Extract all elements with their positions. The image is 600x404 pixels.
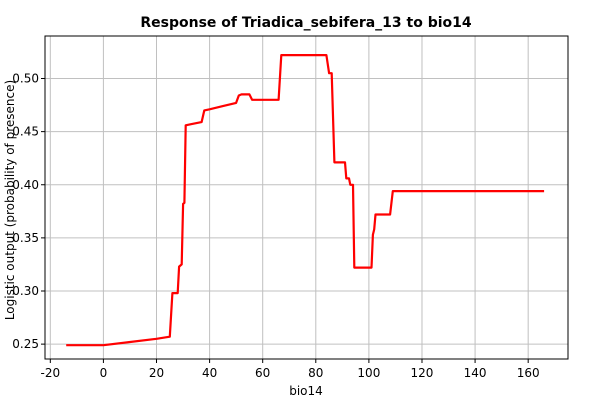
x-tick-label: 140: [464, 366, 487, 380]
y-tick-label: 0.25: [12, 337, 39, 351]
x-tick-label: 160: [517, 366, 540, 380]
y-tick-label: 0.30: [12, 284, 39, 298]
x-tick-label: 20: [149, 366, 164, 380]
x-tick-label: 40: [202, 366, 217, 380]
y-tick-label: 0.45: [12, 125, 39, 139]
series-layer: [66, 53, 545, 347]
plot-frame: [44, 35, 569, 360]
y-tick-label: 0.50: [12, 72, 39, 86]
x-tick-label: 80: [308, 366, 323, 380]
y-tick-label: 0.35: [12, 231, 39, 245]
x-tick-label: 120: [411, 366, 434, 380]
chart-title: Response of Triadica_sebifera_13 to bio1…: [140, 15, 472, 31]
x-tick-label: 0: [100, 366, 108, 380]
grid-lines: [45, 36, 568, 359]
x-tick-label: -20: [41, 366, 61, 380]
x-axis-label: bio14: [289, 384, 323, 398]
axis-ticks: -20 0 20 40 60 80 100 120 140 160 0.25 0.30 0.35 0.40…: [12, 72, 539, 381]
x-tick-label: 60: [255, 366, 270, 380]
y-axis-label: Logistic output (probability of presence…: [3, 80, 17, 320]
y-tick-label: 0.40: [12, 178, 39, 192]
x-tick-label: 100: [357, 366, 380, 380]
series-line: [66, 53, 545, 347]
